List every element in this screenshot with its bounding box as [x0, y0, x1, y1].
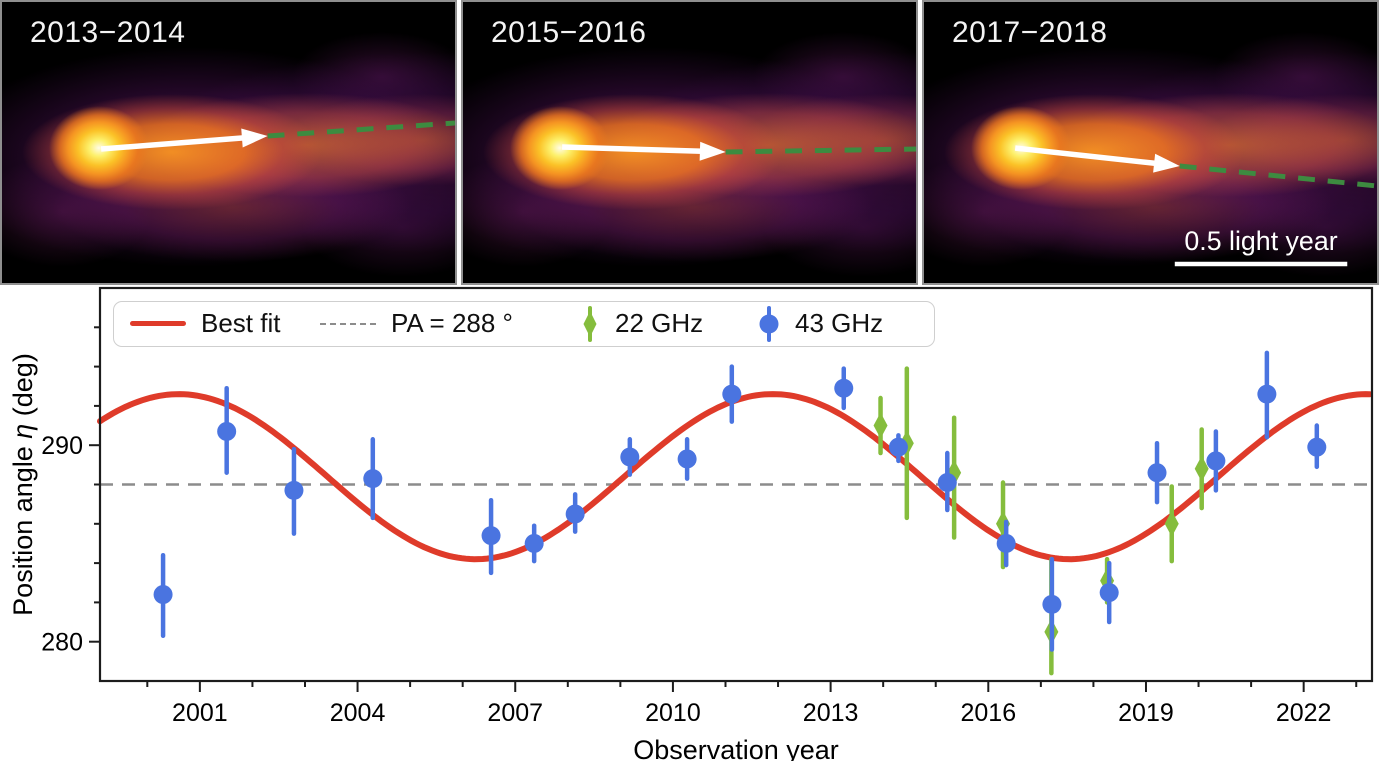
scale-bar-label: 0.5 light year — [1184, 226, 1337, 256]
svg-text:2016: 2016 — [960, 699, 1016, 727]
svg-text:2001: 2001 — [172, 699, 228, 727]
jet-image-panel-2013-2014: 2013−2014 — [0, 0, 457, 285]
jet-image-panel-2015-2016: 2015−2016 — [461, 0, 918, 285]
legend-item-reference: PA = 288 ° — [320, 302, 513, 345]
svg-text:2022: 2022 — [1276, 699, 1332, 727]
svg-text:2013: 2013 — [803, 699, 859, 727]
jet-heatmap-image — [463, 2, 916, 283]
series-22ghz — [873, 366, 1209, 676]
svg-text:2019: 2019 — [1118, 699, 1174, 727]
svg-text:280: 280 — [41, 629, 83, 657]
x-axis-label: Observation year — [633, 735, 839, 761]
jet-heatmap-image — [924, 2, 1377, 283]
jet-direction-overlay — [100, 120, 455, 152]
jet-image-strip: 2013−2014 2015−2016 0.5 light year 2017−… — [0, 0, 1379, 285]
marker-22ghz-icon — [583, 305, 597, 342]
legend-label-22ghz: 22 GHz — [615, 308, 704, 338]
legend-item-22ghz: 22 GHz — [580, 302, 703, 345]
svg-text:2004: 2004 — [330, 699, 386, 727]
svg-text:290: 290 — [41, 432, 83, 460]
marker-43ghz-icon — [759, 305, 779, 342]
jet-heatmap-image — [2, 2, 455, 283]
svg-text:2007: 2007 — [487, 699, 543, 727]
jet-direction-overlay — [562, 141, 916, 161]
legend-label-best-fit: Best fit — [201, 308, 281, 338]
legend-item-best-fit: Best fit — [130, 302, 280, 345]
series-43ghz — [153, 350, 1327, 652]
panel-epoch-label: 2013−2014 — [30, 16, 186, 49]
jet-direction-overlay: 0.5 light year — [1014, 145, 1377, 267]
svg-text:2010: 2010 — [645, 699, 701, 727]
legend-label-reference: PA = 288 ° — [391, 308, 513, 338]
chart-legend: Best fit PA = 288 ° 22 GHz 43 GHz — [113, 301, 935, 347]
reference-dashed-line-icon — [320, 322, 376, 325]
legend-item-43ghz: 43 GHz — [758, 302, 883, 345]
y-axis-label: Position angle η (deg) — [8, 353, 38, 616]
panel-epoch-label: 2015−2016 — [491, 16, 647, 49]
jet-image-panel-2017-2018: 0.5 light year 2017−2018 — [922, 0, 1379, 285]
legend-label-43ghz: 43 GHz — [795, 308, 884, 338]
panel-epoch-label: 2017−2018 — [952, 16, 1108, 49]
position-angle-chart: 2001 2004 2007 2010 2013 2016 2019 2022 280 290 Ob… — [8, 286, 1374, 761]
best-fit-line-icon — [130, 321, 186, 326]
